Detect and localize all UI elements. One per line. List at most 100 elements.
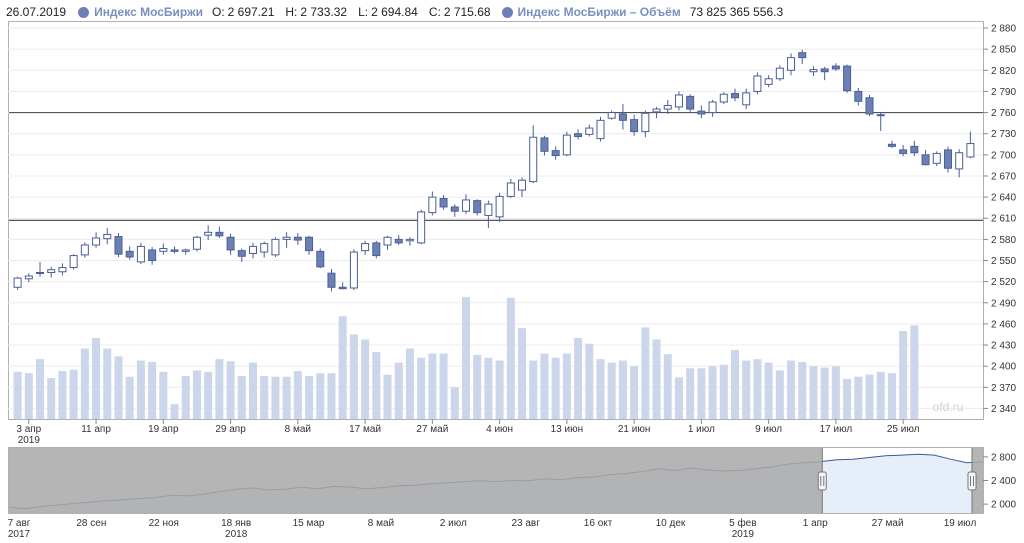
volume-bar bbox=[316, 373, 325, 419]
x-tick-label: 21 июн bbox=[618, 424, 651, 435]
candle-body bbox=[551, 150, 560, 157]
candle-body bbox=[585, 127, 594, 135]
volume-bar bbox=[618, 360, 627, 419]
candle-body bbox=[596, 119, 605, 140]
candle-body bbox=[506, 182, 515, 197]
watermark: ofd.ru bbox=[933, 400, 964, 414]
candle-body bbox=[966, 143, 975, 158]
candle-body bbox=[69, 255, 78, 269]
volume-bar bbox=[652, 339, 661, 419]
low-value: 2 694.84 bbox=[371, 5, 418, 19]
grid-lines bbox=[8, 27, 983, 409]
candle-body bbox=[843, 65, 852, 92]
volume-bar bbox=[192, 370, 201, 419]
navigator-x-tick-label: 2 июл bbox=[440, 518, 467, 529]
navigator-x-tick-label: 23 авг bbox=[511, 518, 540, 529]
series2-legend-marker[interactable] bbox=[501, 6, 513, 18]
series1-legend-name[interactable]: Индекс МосБиржи bbox=[94, 5, 203, 19]
navigator-x-tick-label: 18 янв bbox=[221, 518, 251, 529]
candle-body bbox=[192, 236, 201, 250]
series2-legend-name[interactable]: Индекс МосБиржи – Объём bbox=[517, 5, 681, 19]
volume-bar bbox=[417, 357, 426, 419]
volume-bar bbox=[495, 360, 504, 419]
volume-bar bbox=[540, 353, 549, 419]
volume-bar bbox=[405, 348, 414, 419]
volume-bar bbox=[551, 357, 560, 419]
y-tick-label: 2 370 bbox=[991, 383, 1016, 394]
candle-body bbox=[887, 143, 896, 147]
x-tick-sublabel: 2019 bbox=[18, 435, 41, 446]
volume-bar bbox=[92, 337, 101, 419]
volume-bar bbox=[36, 359, 45, 419]
volume-bar bbox=[372, 352, 381, 419]
candle-body bbox=[764, 78, 773, 85]
navigator-handle-left[interactable] bbox=[817, 448, 827, 513]
candle-body bbox=[125, 250, 134, 258]
volume-bar bbox=[282, 376, 291, 419]
volume-bar bbox=[148, 361, 157, 419]
x-tick-label: 3 апр bbox=[16, 424, 41, 435]
navigator-x-tick-sublabel: 2018 bbox=[225, 529, 248, 540]
y-tick-label: 2 850 bbox=[991, 45, 1016, 56]
volume-bar bbox=[80, 348, 89, 419]
volume-bar bbox=[24, 373, 33, 419]
candle-body bbox=[607, 112, 616, 119]
volume-bar bbox=[787, 360, 796, 419]
candle-body bbox=[731, 93, 739, 99]
volume-bar bbox=[450, 387, 459, 419]
volume-bar bbox=[204, 371, 213, 419]
volume-bar bbox=[349, 334, 358, 419]
x-tick-label: 17 июл bbox=[820, 424, 853, 435]
y-tick-label: 2 430 bbox=[991, 341, 1016, 352]
candle-body bbox=[652, 108, 661, 113]
candle-body bbox=[316, 250, 325, 268]
candle-body bbox=[831, 65, 840, 70]
close-value: 2 715.68 bbox=[443, 5, 491, 19]
volume-bar bbox=[574, 337, 583, 419]
candle-body bbox=[775, 67, 784, 80]
candle-body bbox=[742, 92, 751, 106]
volume-bar bbox=[428, 353, 437, 419]
high-value: 2 733.32 bbox=[300, 5, 348, 19]
volume-bar bbox=[731, 349, 739, 419]
volume-bar bbox=[854, 376, 863, 419]
candle-body bbox=[293, 236, 302, 241]
candle-body bbox=[574, 133, 583, 138]
volume-bar bbox=[585, 343, 594, 419]
candle-body bbox=[450, 206, 459, 212]
y-tick-label: 2 790 bbox=[991, 87, 1016, 98]
navigator-x-tick-label: 15 мар bbox=[293, 518, 325, 529]
candle-body bbox=[372, 242, 381, 257]
volume-value: 73 825 365 556.3 bbox=[689, 5, 784, 19]
volume-bar bbox=[686, 368, 695, 419]
navigator-x-tick-label: 19 июл bbox=[944, 518, 977, 529]
series1-legend-marker[interactable] bbox=[78, 6, 90, 18]
volume-bar bbox=[887, 373, 896, 419]
candle-body bbox=[529, 136, 538, 183]
navigator-mask-left bbox=[9, 448, 823, 513]
candle-body bbox=[876, 114, 885, 117]
candle-body bbox=[932, 152, 941, 164]
volume-bar bbox=[506, 297, 515, 419]
volume-bar bbox=[742, 360, 751, 419]
candle-body bbox=[103, 233, 112, 240]
navigator-x-tick-label: 1 апр bbox=[803, 518, 828, 529]
y-tick-label: 2 670 bbox=[991, 171, 1016, 182]
handle-grip bbox=[967, 471, 977, 491]
candle-body bbox=[24, 275, 33, 280]
candle-body bbox=[618, 113, 627, 121]
volume-bar bbox=[293, 371, 302, 419]
volume-bar bbox=[719, 364, 728, 419]
candle-body bbox=[473, 200, 482, 214]
candle-body bbox=[271, 238, 280, 256]
candle-body bbox=[753, 75, 762, 92]
volume-bar bbox=[865, 374, 874, 419]
candle-body bbox=[159, 248, 168, 252]
volume-bar bbox=[562, 353, 571, 419]
volume-bar bbox=[461, 297, 470, 419]
navigator-handle-right[interactable] bbox=[967, 448, 977, 513]
x-tick-label: 8 май bbox=[285, 424, 311, 435]
x-tick-label: 4 июн bbox=[486, 424, 513, 435]
